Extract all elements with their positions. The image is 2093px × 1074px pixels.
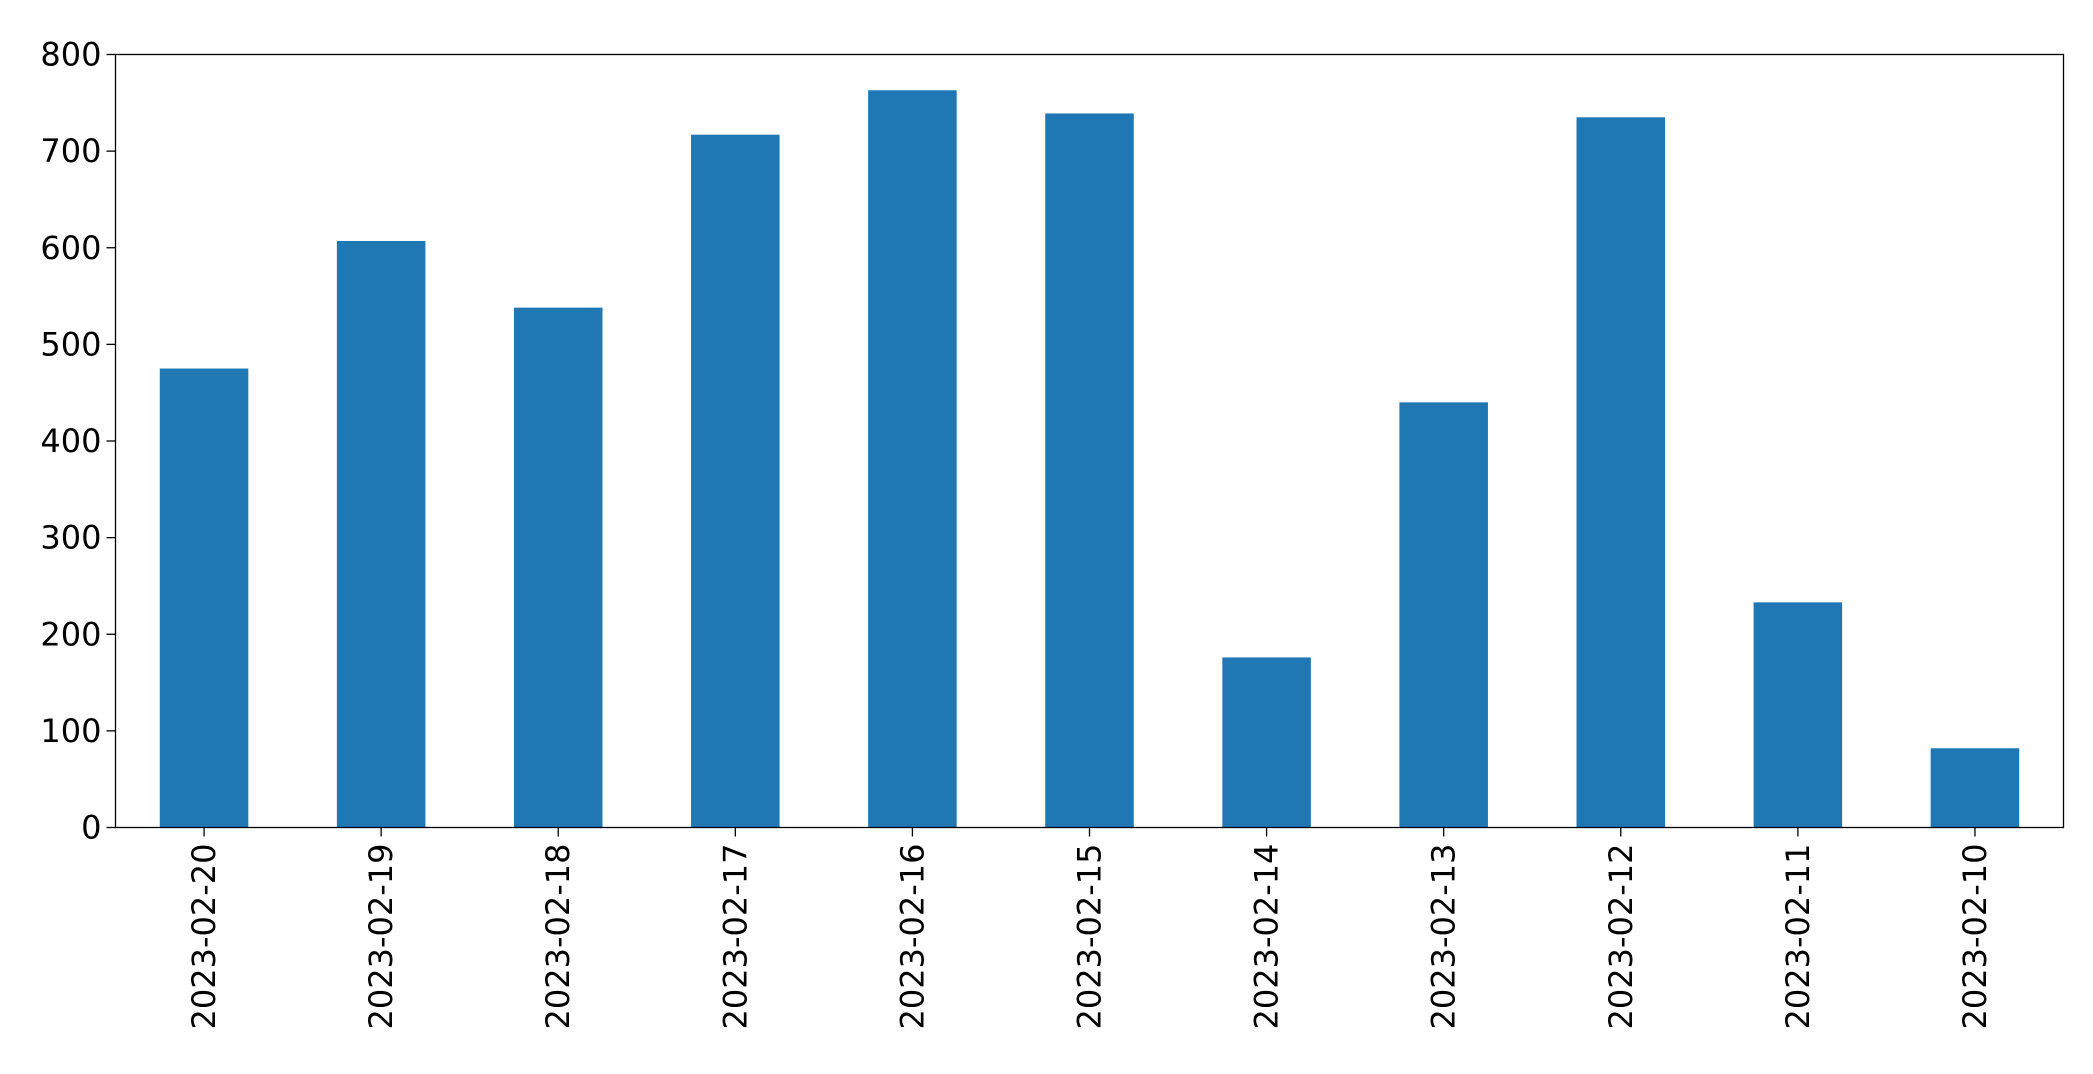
x-tick-label: 2023-02-16: [893, 844, 931, 1030]
bar: [1222, 657, 1311, 828]
bar: [1930, 748, 2020, 828]
bar: [336, 240, 426, 828]
x-tick-label: 2023-02-13: [1425, 844, 1463, 1030]
x-tick-label: 2023-02-12: [1602, 844, 1640, 1030]
x-tick-label: 2023-02-14: [1248, 844, 1286, 1030]
bar: [1576, 117, 1666, 828]
y-tick-label: 600: [40, 229, 101, 267]
y-tick-label: 0: [81, 809, 101, 847]
y-tick-label: 700: [40, 132, 101, 170]
y-tick-label: 300: [40, 519, 101, 557]
plot-frame: [114, 53, 2065, 829]
bar: [1753, 602, 1843, 828]
x-tick-label: 2023-02-15: [1071, 844, 1109, 1030]
x-tick-label: 2023-02-18: [539, 844, 577, 1030]
y-tick-label: 800: [40, 36, 101, 74]
bar: [1399, 402, 1488, 828]
bar: [691, 134, 780, 828]
x-tick-label: 2023-02-17: [716, 844, 754, 1030]
y-tick-label: 200: [40, 615, 101, 653]
y-tick-label: 400: [40, 422, 101, 460]
bar: [1045, 113, 1134, 828]
y-tick-label: 100: [40, 712, 101, 750]
y-tick-label: 500: [40, 325, 101, 363]
bar: [868, 90, 957, 828]
x-tick-label: 2023-02-11: [1779, 844, 1817, 1030]
x-tick-label: 2023-02-20: [185, 844, 223, 1030]
bar: [513, 307, 603, 828]
x-tick-label: 2023-02-19: [362, 844, 400, 1030]
x-tick-label: 2023-02-10: [1956, 844, 1994, 1030]
bar: [159, 368, 249, 828]
